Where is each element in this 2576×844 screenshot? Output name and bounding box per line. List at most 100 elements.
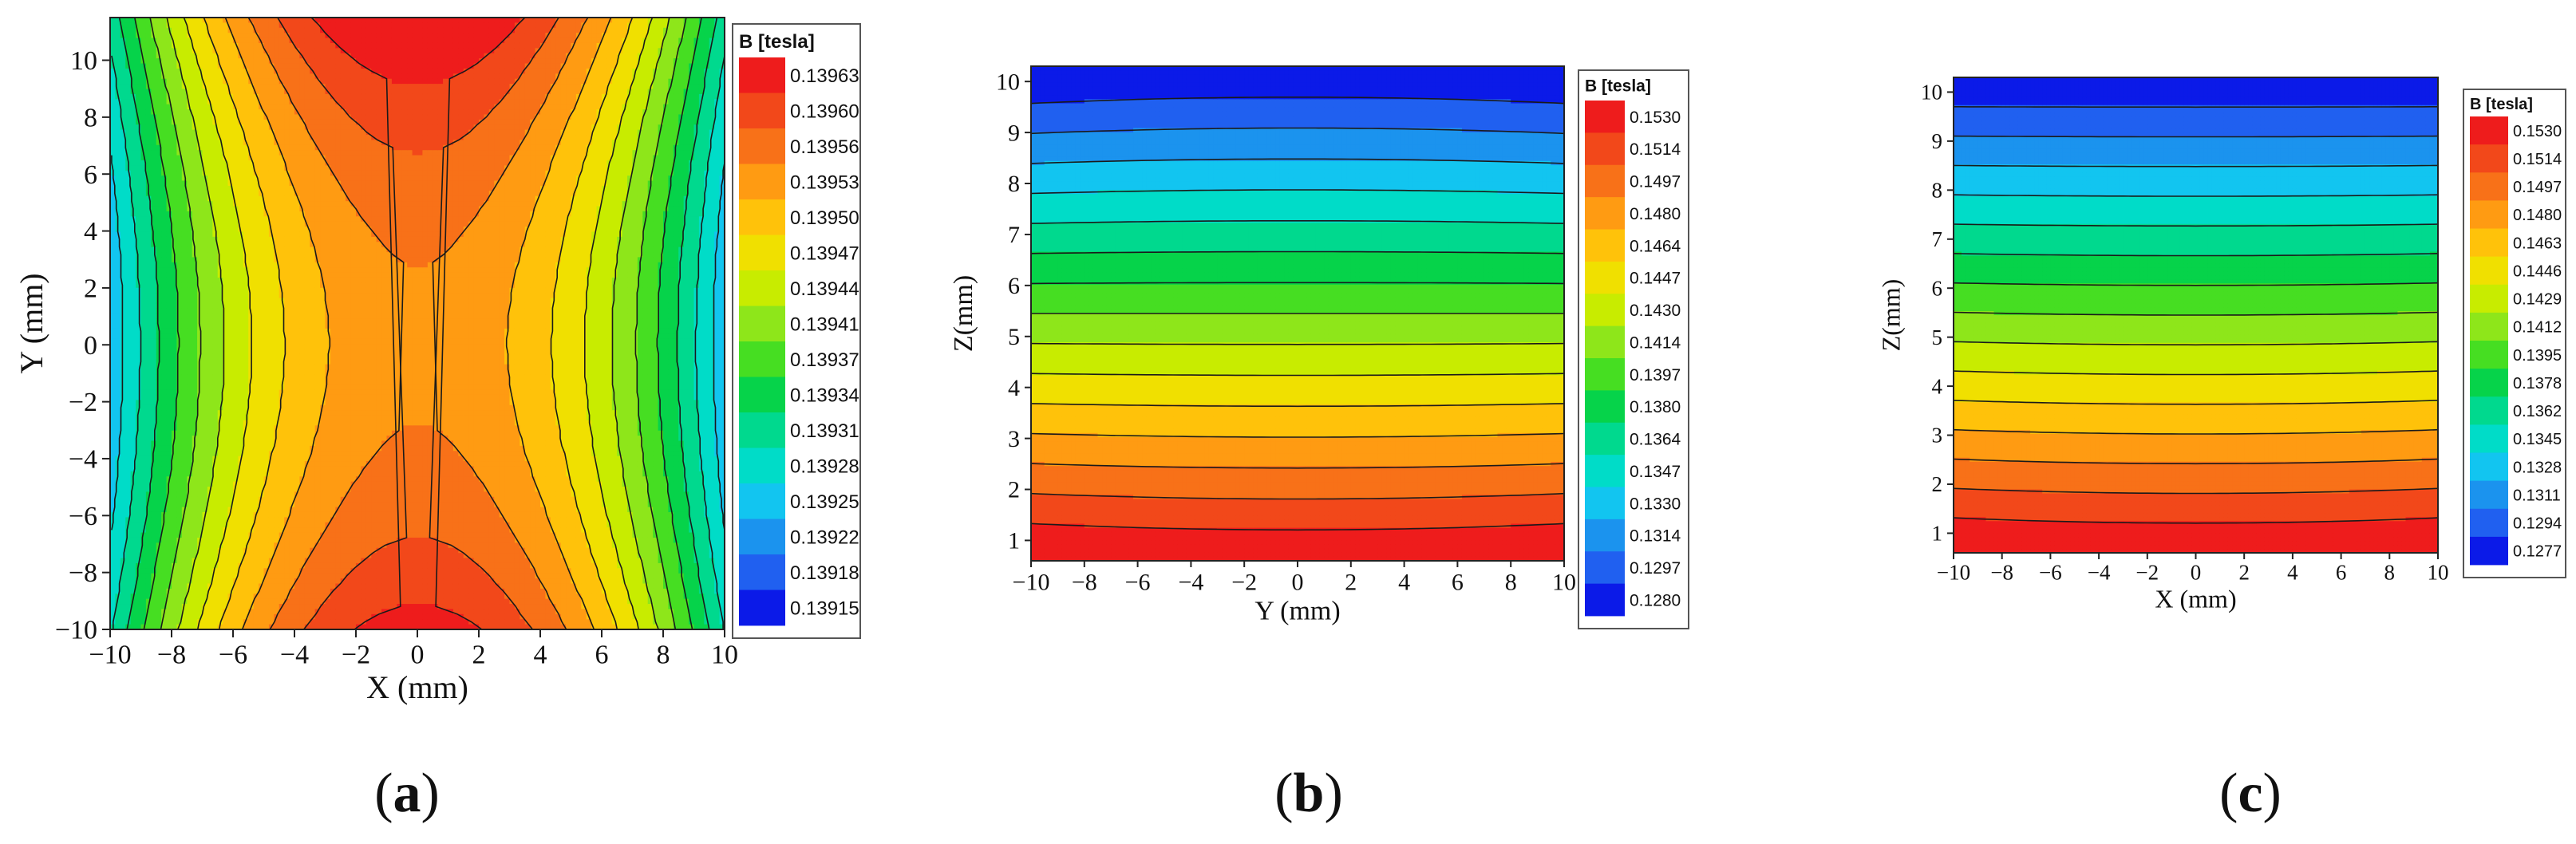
contour-cell bbox=[141, 89, 147, 94]
contour-cell bbox=[125, 395, 131, 400]
contour-cell bbox=[115, 33, 121, 38]
contour-cell bbox=[131, 318, 136, 324]
contour-cell bbox=[125, 257, 131, 262]
contour-cell bbox=[110, 18, 116, 23]
contour-cell bbox=[115, 38, 121, 44]
contour-cell bbox=[110, 293, 116, 298]
contour-cell bbox=[110, 94, 116, 100]
contour-cell bbox=[131, 349, 136, 354]
contour-cell bbox=[110, 466, 116, 471]
contour-cell bbox=[131, 109, 136, 115]
contour-cell bbox=[110, 201, 116, 207]
contour-cell bbox=[110, 227, 116, 232]
contour-cell bbox=[110, 542, 116, 548]
contour-cell bbox=[115, 400, 121, 405]
contour-cell bbox=[136, 53, 141, 59]
contour-cell bbox=[125, 527, 131, 533]
contour-cell bbox=[136, 369, 141, 375]
contour-cell bbox=[131, 563, 136, 569]
contour-cell bbox=[115, 542, 121, 548]
contour-cell bbox=[131, 354, 136, 360]
contour-cell bbox=[131, 527, 136, 533]
contour-cell bbox=[121, 446, 126, 452]
contour-cell bbox=[136, 227, 141, 232]
contour-cell bbox=[110, 262, 116, 268]
contour-cell bbox=[115, 130, 121, 136]
contour-cell bbox=[121, 344, 126, 349]
contour-cell bbox=[136, 609, 141, 614]
contour-cell bbox=[141, 22, 147, 28]
contour-cell bbox=[115, 553, 121, 558]
contour-cell bbox=[125, 359, 131, 365]
contour-cell bbox=[136, 130, 141, 136]
contour-cell bbox=[136, 216, 141, 222]
contour-cell bbox=[110, 548, 116, 554]
contour-cell bbox=[131, 288, 136, 294]
contour-cell bbox=[121, 451, 126, 456]
contour-cell bbox=[110, 527, 116, 533]
contour-cell bbox=[125, 135, 131, 140]
contour-cell bbox=[131, 436, 136, 441]
contour-cell bbox=[125, 374, 131, 380]
contour-cell bbox=[115, 278, 121, 283]
contour-cell bbox=[131, 58, 136, 64]
contour-cell bbox=[136, 425, 141, 431]
contour-cell bbox=[121, 160, 126, 166]
contour-cell bbox=[121, 303, 126, 309]
contour-cell bbox=[110, 410, 116, 416]
contour-cell bbox=[121, 482, 126, 487]
contour-cell bbox=[110, 109, 116, 115]
contour-cell bbox=[131, 369, 136, 375]
contour-cell bbox=[125, 324, 131, 329]
contour-cell bbox=[136, 206, 141, 211]
figure-svg: −10 −8 −6 −4 −2 0 2 4 6 8 10X (mm)−10−8−6−4−202468… bbox=[0, 0, 2576, 840]
contour-cell bbox=[136, 314, 141, 319]
contour-cell bbox=[121, 359, 126, 365]
contour-cell bbox=[125, 267, 131, 273]
contour-cell bbox=[121, 196, 126, 202]
contour-cell bbox=[131, 160, 136, 166]
contour-cell bbox=[125, 120, 131, 125]
contour-cell bbox=[131, 314, 136, 319]
contour-cell bbox=[125, 405, 131, 411]
contour-cell bbox=[125, 497, 131, 503]
contour-cell bbox=[110, 574, 116, 579]
contour-cell bbox=[131, 171, 136, 176]
contour-cell bbox=[125, 109, 131, 115]
contour-cell bbox=[115, 533, 121, 538]
contour-cell bbox=[115, 568, 121, 574]
contour-cell bbox=[131, 416, 136, 421]
contour-cell bbox=[121, 282, 126, 288]
contour-cell bbox=[115, 267, 121, 273]
contour-cell bbox=[125, 553, 131, 558]
contour-cell bbox=[110, 252, 116, 258]
contour-cell bbox=[125, 89, 131, 94]
contour-cell bbox=[125, 262, 131, 268]
contour-cell bbox=[136, 84, 141, 89]
contour-cell bbox=[110, 425, 116, 431]
contour-cell bbox=[131, 257, 136, 262]
contour-cell bbox=[131, 619, 136, 625]
contour-cell bbox=[131, 140, 136, 145]
contour-cell bbox=[136, 79, 141, 85]
contour-cell bbox=[110, 84, 116, 89]
contour-cell bbox=[115, 329, 121, 334]
contour-cell bbox=[136, 124, 141, 130]
contour-cell bbox=[121, 466, 126, 471]
contour-cell bbox=[131, 395, 136, 400]
contour-cell bbox=[136, 395, 141, 400]
contour-cell bbox=[110, 385, 116, 390]
contour-cell bbox=[110, 568, 116, 574]
contour-cell bbox=[131, 400, 136, 405]
contour-cell bbox=[121, 461, 126, 467]
contour-cell bbox=[125, 594, 131, 599]
contour-cell bbox=[121, 18, 126, 23]
contour-cell bbox=[125, 599, 131, 605]
contour-cell bbox=[115, 425, 121, 431]
contour-cell bbox=[110, 599, 116, 605]
contour-cell bbox=[110, 145, 116, 151]
contour-cell bbox=[115, 538, 121, 543]
contour-cell bbox=[125, 339, 131, 345]
contour-cell bbox=[115, 318, 121, 324]
contour-cell bbox=[121, 441, 126, 447]
